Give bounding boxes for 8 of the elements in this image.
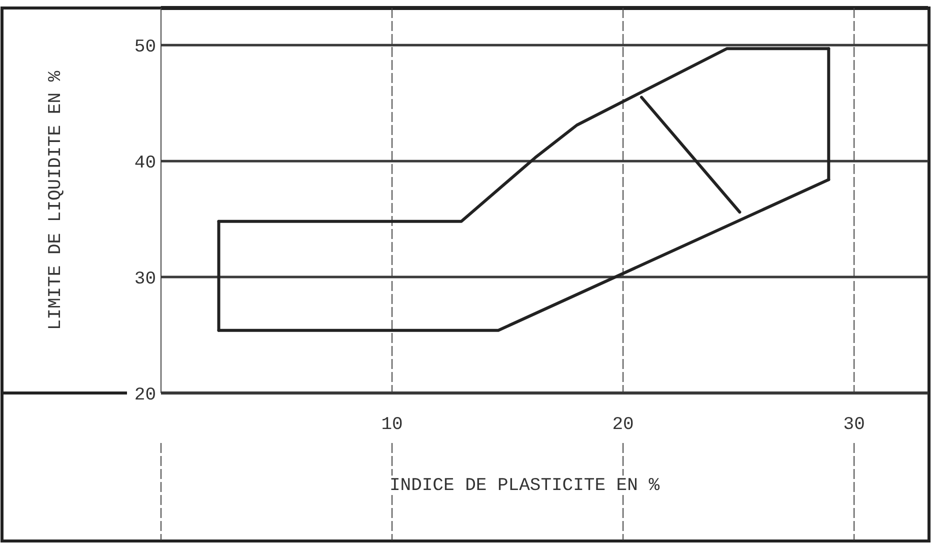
y-axis-title: LIMITE DE LIQUIDITE EN % [46,70,66,330]
y-tick-label: 50 [134,37,156,58]
x-tick-label: 20 [612,415,634,435]
y-tick-label: 40 [134,153,156,174]
x-tick-label: 30 [843,415,865,435]
y-tick-label: 30 [134,269,156,290]
y-tick-label: 20 [134,385,156,406]
x-tick-label: 10 [381,415,403,435]
